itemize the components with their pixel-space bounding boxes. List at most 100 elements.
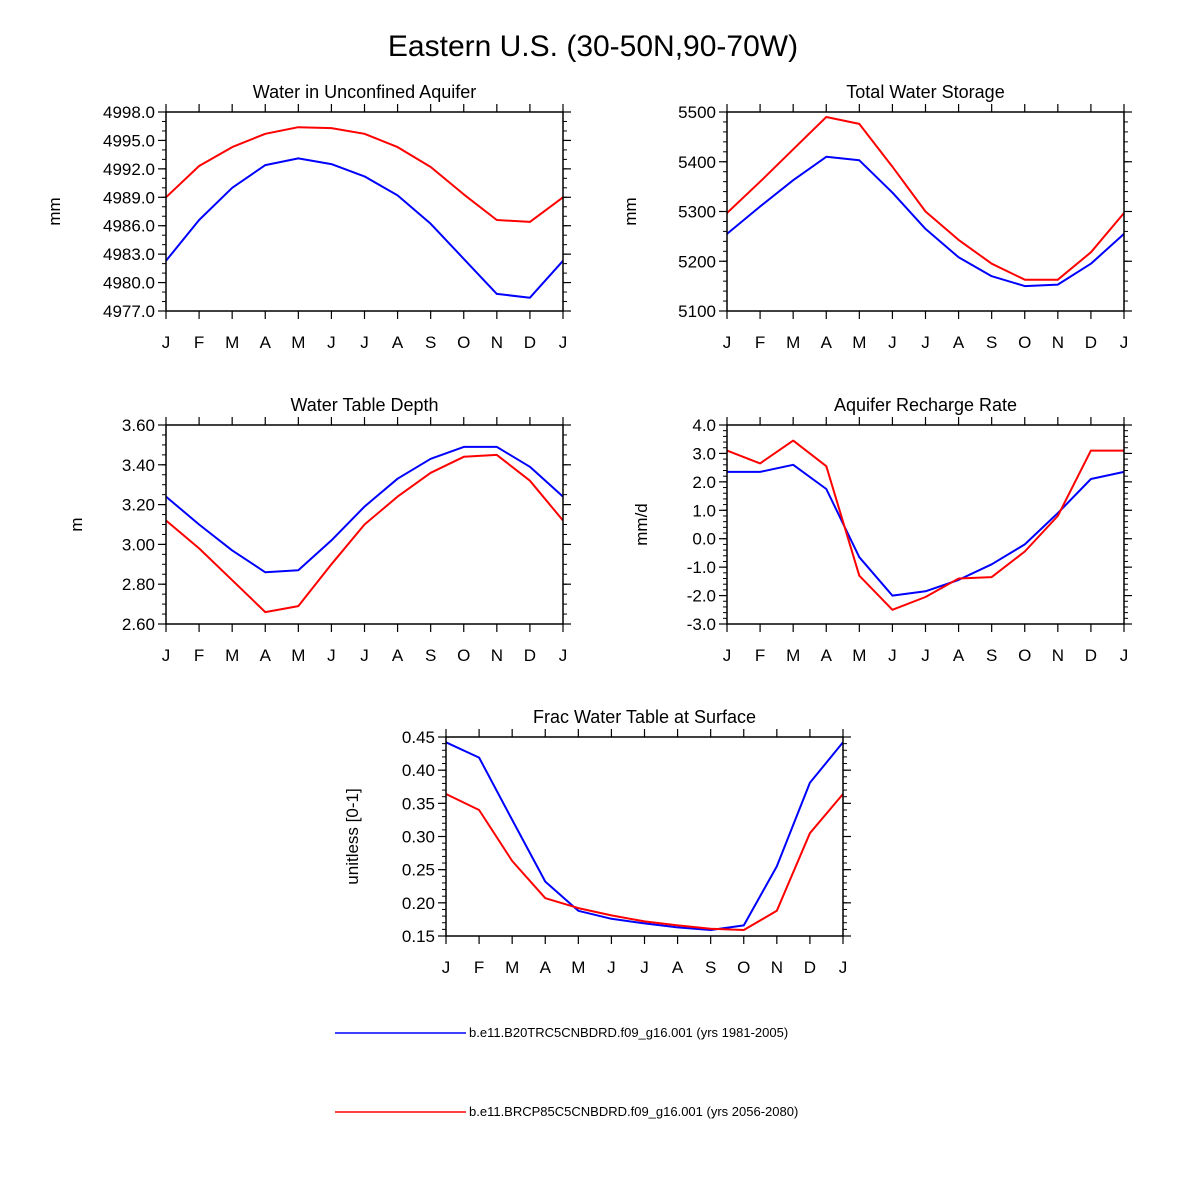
y-tick-label: 4983.0 — [103, 245, 155, 264]
x-tick-label: N — [491, 333, 503, 352]
x-tick-label: F — [194, 646, 204, 665]
y-tick-label: 4977.0 — [103, 302, 155, 321]
x-tick-label: O — [457, 646, 470, 665]
x-tick-label: M — [291, 333, 305, 352]
y-tick-label: 0.0 — [692, 530, 716, 549]
y-tick-label: 4986.0 — [103, 217, 155, 236]
x-tick-label: F — [755, 333, 765, 352]
y-tick-label: 3.0 — [692, 444, 716, 463]
y-tick-label: 3.40 — [122, 456, 155, 475]
x-tick-label: J — [1120, 333, 1129, 352]
x-tick-label: M — [291, 646, 305, 665]
plot-frame — [726, 424, 1125, 625]
y-tick-label: 5300 — [678, 203, 716, 222]
chart-panel: Aquifer Recharge Rate mm/d -3.0 -2.0 -1.0 0.0… — [632, 395, 1132, 665]
plot-frame — [445, 736, 844, 937]
y-tick-label: 4992.0 — [103, 160, 155, 179]
y-axis-label: mm — [45, 197, 64, 225]
x-tick-label: N — [1052, 333, 1064, 352]
x-tick-label: J — [559, 333, 568, 352]
x-tick-label: A — [672, 958, 684, 977]
x-tick-label: F — [194, 333, 204, 352]
x-tick-label: M — [225, 646, 239, 665]
x-tick-label: J — [607, 958, 616, 977]
legend-label: b.e11.B20TRC5CNBDRD.f09_g16.001 (yrs 198… — [469, 1025, 788, 1040]
x-tick-label: A — [821, 333, 833, 352]
x-tick-label: A — [392, 333, 404, 352]
x-tick-label: J — [888, 646, 897, 665]
y-tick-label: 5100 — [678, 302, 716, 321]
plot-frame — [165, 424, 564, 625]
chart-title: Water Table Depth — [290, 395, 438, 415]
y-tick-label: 4998.0 — [103, 103, 155, 122]
x-tick-label: N — [1052, 646, 1064, 665]
y-tick-label: 5500 — [678, 103, 716, 122]
x-tick-label: J — [162, 333, 171, 352]
x-tick-label: O — [737, 958, 750, 977]
series-line — [727, 463, 1125, 597]
y-tick-label: 0.30 — [402, 828, 435, 847]
series-line — [726, 439, 1124, 611]
x-tick-label: N — [491, 646, 503, 665]
x-tick-label: D — [524, 646, 536, 665]
y-tick-label: 4989.0 — [103, 188, 155, 207]
x-tick-label: J — [888, 333, 897, 352]
legend-label: b.e11.BRCP85C5CNBDRD.f09_g16.001 (yrs 20… — [469, 1104, 798, 1119]
y-tick-label: 0.25 — [402, 861, 435, 880]
chart-title: Total Water Storage — [846, 82, 1004, 102]
x-tick-label: J — [723, 333, 732, 352]
x-tick-label: O — [1018, 333, 1031, 352]
y-axis-label: m — [67, 517, 86, 531]
x-tick-label: D — [804, 958, 816, 977]
x-tick-label: M — [852, 333, 866, 352]
chart-title: Frac Water Table at Surface — [533, 707, 756, 727]
x-tick-label: O — [457, 333, 470, 352]
figure-title: Eastern U.S. (30-50N,90-70W) — [388, 30, 798, 63]
y-tick-label: 3.20 — [122, 496, 155, 515]
x-tick-label: J — [1120, 646, 1129, 665]
x-tick-label: M — [571, 958, 585, 977]
x-tick-label: A — [260, 333, 272, 352]
legend: b.e11.B20TRC5CNBDRD.f09_g16.001 (yrs 198… — [335, 1025, 798, 1119]
y-tick-label: 4.0 — [692, 416, 716, 435]
x-tick-label: A — [260, 646, 272, 665]
series-line — [165, 453, 564, 614]
x-tick-label: J — [839, 958, 848, 977]
x-tick-label: A — [821, 646, 833, 665]
x-tick-label: J — [921, 646, 930, 665]
chart-title: Water in Unconfined Aquifer — [253, 82, 476, 102]
x-tick-label: S — [986, 646, 997, 665]
x-tick-label: F — [755, 646, 765, 665]
series-line — [445, 793, 844, 931]
x-tick-label: J — [360, 333, 369, 352]
series-line — [445, 741, 844, 931]
y-tick-label: 0.20 — [402, 894, 435, 913]
y-tick-label: 4980.0 — [103, 274, 155, 293]
y-tick-label: -1.0 — [687, 558, 716, 577]
x-tick-label: O — [1018, 646, 1031, 665]
y-tick-label: 5200 — [678, 252, 716, 271]
chart-panel: Water in Unconfined Aquifer mm 4977.0 4980.… — [45, 82, 571, 352]
x-tick-label: M — [786, 333, 800, 352]
y-tick-label: 5400 — [678, 153, 716, 172]
series-line — [165, 445, 564, 574]
x-tick-label: A — [392, 646, 404, 665]
x-tick-label: A — [953, 333, 965, 352]
x-tick-label: D — [1085, 333, 1097, 352]
x-tick-label: J — [921, 333, 930, 352]
y-tick-label: 2.80 — [122, 575, 155, 594]
chart-panel: Total Water Storage mm 5100 5200 5300 5400 550… — [621, 82, 1132, 352]
series-line — [165, 157, 564, 299]
y-tick-label: 0.15 — [402, 927, 435, 946]
x-tick-label: M — [786, 646, 800, 665]
y-tick-label: -3.0 — [687, 615, 716, 634]
x-tick-label: A — [953, 646, 965, 665]
x-tick-label: D — [524, 333, 536, 352]
x-tick-label: M — [852, 646, 866, 665]
x-tick-label: J — [327, 646, 336, 665]
chart-panel: Frac Water Table at Surface unitless [0-1… — [343, 707, 851, 977]
x-tick-label: J — [360, 646, 369, 665]
chart-panel: Water Table Depth m 2.60 2.80 3.00 3.20 3.40 3.… — [67, 395, 571, 665]
x-tick-label: J — [162, 646, 171, 665]
